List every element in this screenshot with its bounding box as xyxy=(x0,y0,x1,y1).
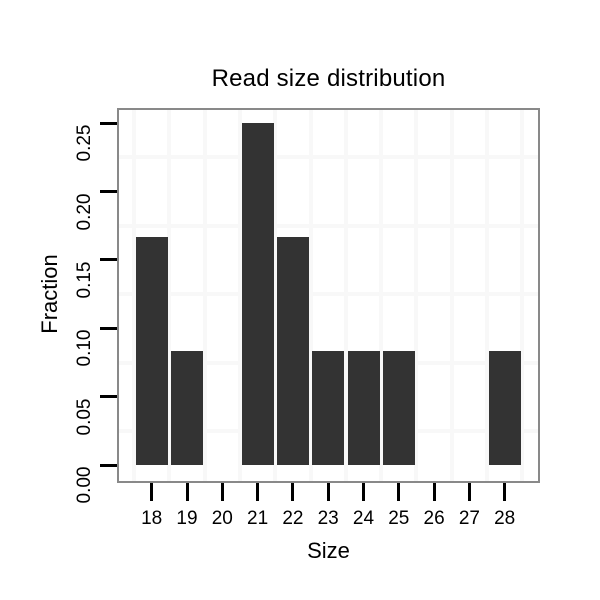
x-axis-tick xyxy=(467,483,471,501)
y-tick-label: 0.25 xyxy=(74,124,95,162)
x-axis-tick xyxy=(185,483,189,501)
y-tick-label: 0.00 xyxy=(74,466,95,504)
y-tick-label: 0.10 xyxy=(74,329,95,367)
x-axis-tick xyxy=(362,483,365,501)
x-tick-label: 25 xyxy=(388,508,410,529)
y-axis-tick xyxy=(100,326,117,330)
x-axis-tick xyxy=(397,483,401,501)
bar-size-18 xyxy=(135,237,168,466)
x-axis-title: Size xyxy=(307,538,350,563)
x-tick-label: 27 xyxy=(458,508,480,529)
y-axis-title: Fraction xyxy=(37,254,62,334)
y-axis-tick xyxy=(100,395,117,399)
x-axis-tick xyxy=(326,483,330,501)
bar-size-24 xyxy=(347,351,380,466)
bar-size-23 xyxy=(312,351,345,466)
plot-area xyxy=(117,108,540,483)
y-axis-tick xyxy=(100,463,117,467)
x-axis-tick xyxy=(291,483,295,501)
bar-size-25 xyxy=(382,351,415,466)
x-tick-label: 19 xyxy=(176,508,198,529)
bar-size-28 xyxy=(488,351,521,466)
minor-gridline-horizontal xyxy=(119,292,538,297)
x-tick-label: 20 xyxy=(211,508,233,529)
x-tick-label: 22 xyxy=(282,508,304,529)
minor-gridline-horizontal xyxy=(119,223,538,228)
x-tick-label: 26 xyxy=(423,508,445,529)
bar-size-22 xyxy=(276,237,309,466)
x-axis-tick xyxy=(220,483,224,501)
y-axis-tick xyxy=(100,121,117,125)
x-tick-label: 23 xyxy=(317,508,339,529)
x-axis-tick xyxy=(432,483,436,501)
x-axis-tick xyxy=(256,483,260,501)
x-tick-label: 28 xyxy=(494,508,516,529)
bar-size-19 xyxy=(171,351,203,466)
x-axis-tick xyxy=(503,483,507,501)
x-tick-label: 18 xyxy=(141,508,163,529)
y-tick-label: 0.15 xyxy=(74,261,95,299)
minor-gridline-horizontal xyxy=(119,155,538,160)
y-axis-tick xyxy=(100,190,117,194)
y-axis-tick xyxy=(100,258,117,262)
y-tick-label: 0.20 xyxy=(74,193,95,231)
bar-size-21 xyxy=(241,123,274,466)
chart-title: Read size distribution xyxy=(211,65,446,92)
x-axis-tick xyxy=(150,483,154,501)
x-tick-label: 21 xyxy=(247,508,269,529)
y-tick-label: 0.05 xyxy=(74,398,95,436)
x-tick-label: 24 xyxy=(352,508,375,529)
